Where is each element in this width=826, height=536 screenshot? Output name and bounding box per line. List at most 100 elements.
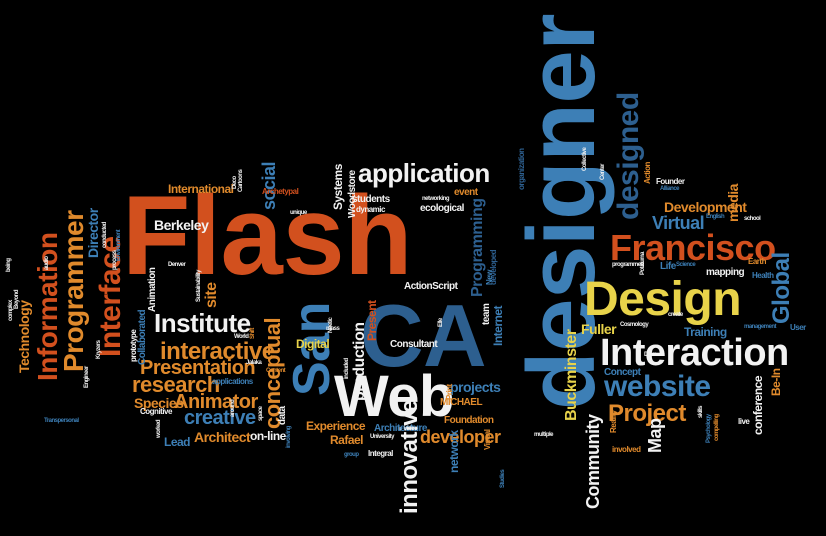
word-institute: Institute (154, 308, 251, 338)
word-actionscript: ActionScript (404, 281, 458, 292)
word-presentation: Presentation (140, 357, 256, 379)
word-ca: CA (360, 286, 487, 385)
word-systems: Systems (331, 164, 345, 210)
word-animation: Animation (147, 267, 158, 312)
word-map: Map (645, 418, 665, 454)
word-new: New (485, 270, 494, 285)
word-mapping: mapping (706, 267, 745, 278)
word-present: Present (365, 300, 379, 341)
word-compelling: compelling (714, 414, 720, 441)
word-consultant: Consultant (390, 339, 438, 350)
word-dave: Dave (644, 352, 657, 358)
word-conference: conference (751, 375, 765, 435)
word-around: around (230, 399, 236, 417)
word-projects: projects (450, 379, 501, 395)
word-foundation: Foundation (444, 415, 494, 426)
word-elle: Elle (438, 318, 444, 327)
word-being: being (6, 258, 12, 273)
word-programming: Programming (469, 198, 486, 297)
word-engineer: Engineer (84, 366, 90, 388)
word-conducted: conducted (102, 222, 108, 248)
word-network: network (447, 430, 461, 473)
word-alliance: Alliance (660, 186, 680, 192)
word-programmed: programmed (612, 262, 644, 268)
word-international: International (168, 182, 234, 196)
word-berkeley: Berkeley (154, 217, 209, 233)
word-concept: Concept (604, 367, 641, 378)
word-beyond: Beyond (14, 289, 20, 309)
word-unique: unique (290, 210, 307, 216)
word-animator: Animator (174, 391, 258, 413)
word-worked: worked (156, 419, 162, 438)
word-species: Species (134, 395, 184, 411)
word-students: students (352, 194, 390, 205)
word-kryzers: Kryzers (96, 340, 102, 359)
word-developer: developer (420, 427, 501, 447)
word-creative: creative (184, 407, 256, 429)
word-buckminster: Buckminster (563, 329, 580, 421)
word-shift: Shift (250, 328, 256, 339)
word-transpersonal: Transpersonal (44, 418, 79, 424)
word-director: Director (85, 208, 101, 258)
word-architect: Architect (194, 429, 251, 445)
word-team: team (481, 303, 492, 325)
word-architecture: Architecture (374, 423, 427, 434)
word-live: live (738, 417, 750, 426)
word-global: Global (768, 252, 795, 324)
word-collective: Collective (582, 147, 588, 171)
word-media: media (725, 184, 741, 222)
word-dynamic: dynamic (356, 205, 385, 214)
word-digital: Digital (296, 337, 330, 351)
word-fuller: Fuller (581, 321, 617, 337)
word-create: create (668, 312, 683, 318)
word-collaborated: Collaborated (137, 309, 148, 365)
word-studies: Studies (500, 469, 506, 488)
word-innovative: innovative (396, 400, 423, 514)
word-prototype: prototype (129, 329, 138, 362)
word-potaluma: Potaluma (640, 251, 646, 275)
word-audio: audio (44, 256, 50, 271)
word-user: User (790, 323, 806, 332)
word-web: Web (334, 364, 454, 429)
word-website: website (604, 370, 711, 403)
word-psychology: Psychology (706, 414, 712, 443)
word-training: Training (684, 325, 727, 339)
word-interactive: interactive (160, 338, 275, 365)
word-science: Science (676, 262, 696, 268)
word-social: social (259, 161, 279, 210)
word-denver: Denver (168, 262, 186, 268)
word-archetypal: Archetypal (262, 187, 299, 196)
word-group: group (344, 452, 359, 458)
word-data: data (277, 406, 288, 425)
word-community: Community (583, 414, 603, 510)
word-ecological: ecological (420, 203, 464, 214)
word-involving: involving (286, 426, 292, 448)
word-on-line: on-line (250, 429, 286, 443)
word-sustainability: Sustainability (196, 269, 202, 302)
word-internet: Internet (491, 305, 505, 346)
word-jalaka: Jalaka (246, 360, 262, 366)
word-flash: Flash (122, 173, 413, 298)
word-cartoons: Cartoons (238, 169, 244, 192)
word-experience: Experience (306, 419, 366, 433)
word-cosmology: Cosmology (620, 322, 649, 328)
word-lead: Lead (164, 435, 191, 449)
word-action: Action (643, 162, 652, 184)
word-visual: Visual (483, 429, 492, 450)
word-design: Design (584, 273, 742, 326)
word-print: Print (445, 384, 454, 400)
word-cognitive: Cognitive (140, 407, 172, 416)
word-founder: Founder (656, 177, 685, 186)
word-site: site (203, 282, 220, 308)
word-health: Health (752, 271, 774, 280)
word-involved: involved (612, 445, 641, 454)
word-space: space (258, 406, 264, 421)
word-project: Project (608, 400, 686, 427)
word-school: school (744, 216, 761, 222)
word-mass: mass (326, 326, 340, 332)
word-world: World (234, 334, 249, 340)
word-reality: Reality (609, 410, 618, 433)
word-research: research (132, 372, 220, 397)
word-process: process (112, 250, 118, 270)
